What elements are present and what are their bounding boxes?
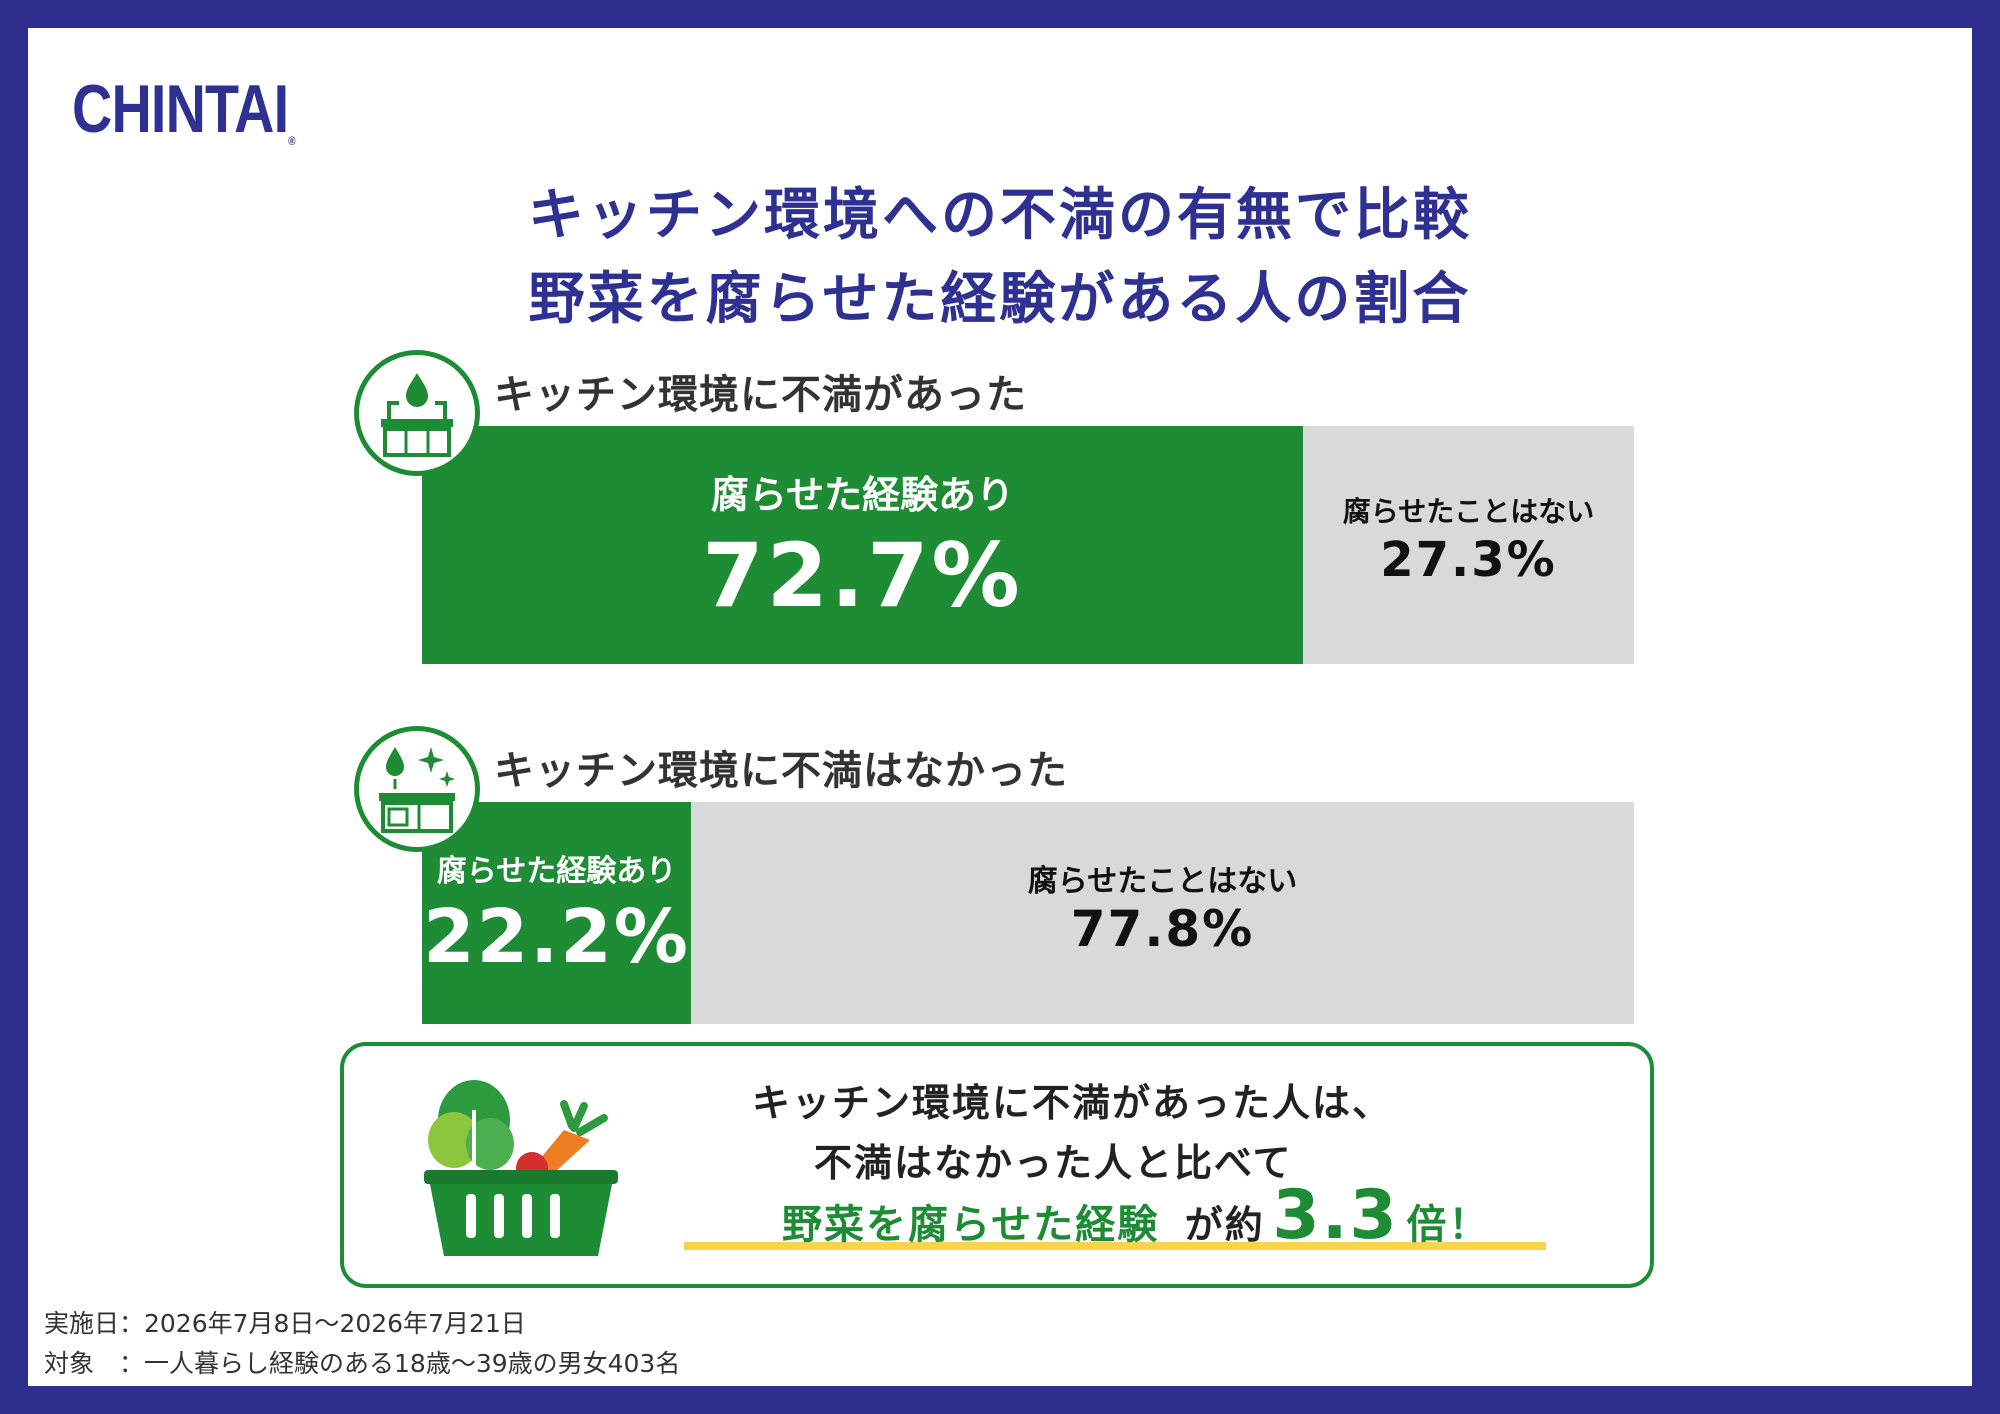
title-line-2: 野菜を腐らせた経験がある人の割合	[528, 267, 1472, 332]
survey-date: 実施日：2026年7月8日〜2026年7月21日	[44, 1309, 526, 1338]
highlight-underline	[684, 1242, 1546, 1250]
summary-suffix: 倍！	[1406, 1202, 1491, 1248]
summary-box: キッチン環境に不満があった人は、 不満はなかった人と比べて 野菜を腐らせた経験 …	[340, 1042, 1654, 1288]
segment-label: 腐らせたことはない	[1342, 495, 1595, 528]
vegetable-basket-icon	[424, 1080, 618, 1256]
infographic-card: CHINTAI® キッチン環境への不満の有無で比較 野菜を腐らせた経験がある人の…	[28, 28, 1972, 1386]
summary-connector: が約	[1184, 1203, 1265, 1247]
summary-result: 野菜を腐らせた経験 が約 3.3 倍！	[782, 1176, 1490, 1255]
bar-segment-not-spoiled: 腐らせたことはない 77.8%	[691, 802, 1634, 1024]
segment-value: 27.3%	[1380, 532, 1557, 588]
summary-line-2: 不満はなかった人と比べて	[814, 1141, 1293, 1185]
title-line-1: キッチン環境への不満の有無で比較	[528, 183, 1472, 248]
survey-target: 対象 ：一人暮らし経験のある18歳〜39歳の男女403名	[44, 1349, 681, 1378]
bar-dissatisfied: 腐らせた経験あり 72.7% 腐らせたことはない 27.3%	[422, 426, 1634, 664]
bar-segment-spoiled: 腐らせた経験あり 22.2%	[422, 802, 691, 1024]
summary-line-1: キッチン環境に不満があった人は、	[752, 1081, 1393, 1125]
group-label-satisfied: キッチン環境に不満はなかった	[494, 748, 1068, 794]
group-label-dissatisfied: キッチン環境に不満があった	[494, 372, 1027, 418]
kitchen-sink-icon	[354, 350, 480, 476]
clean-kitchen-icon	[354, 726, 480, 852]
segment-label: 腐らせた経験あり	[436, 854, 677, 889]
chintai-logo: CHINTAI®	[72, 71, 295, 148]
segment-label: 腐らせた経験あり	[710, 473, 1015, 517]
summary-ratio: 3.3	[1272, 1176, 1399, 1255]
segment-label: 腐らせたことはない	[1027, 864, 1298, 899]
bar-satisfied: 腐らせた経験あり 22.2% 腐らせたことはない 77.8%	[422, 802, 1634, 1024]
segment-value: 22.2%	[423, 894, 690, 980]
summary-emphasis: 野菜を腐らせた経験	[782, 1202, 1160, 1248]
bar-segment-spoiled: 腐らせた経験あり 72.7%	[422, 426, 1303, 664]
bar-segment-not-spoiled: 腐らせたことはない 27.3%	[1303, 426, 1634, 664]
segment-value: 77.8%	[1070, 900, 1255, 958]
segment-value: 72.7%	[702, 524, 1023, 627]
